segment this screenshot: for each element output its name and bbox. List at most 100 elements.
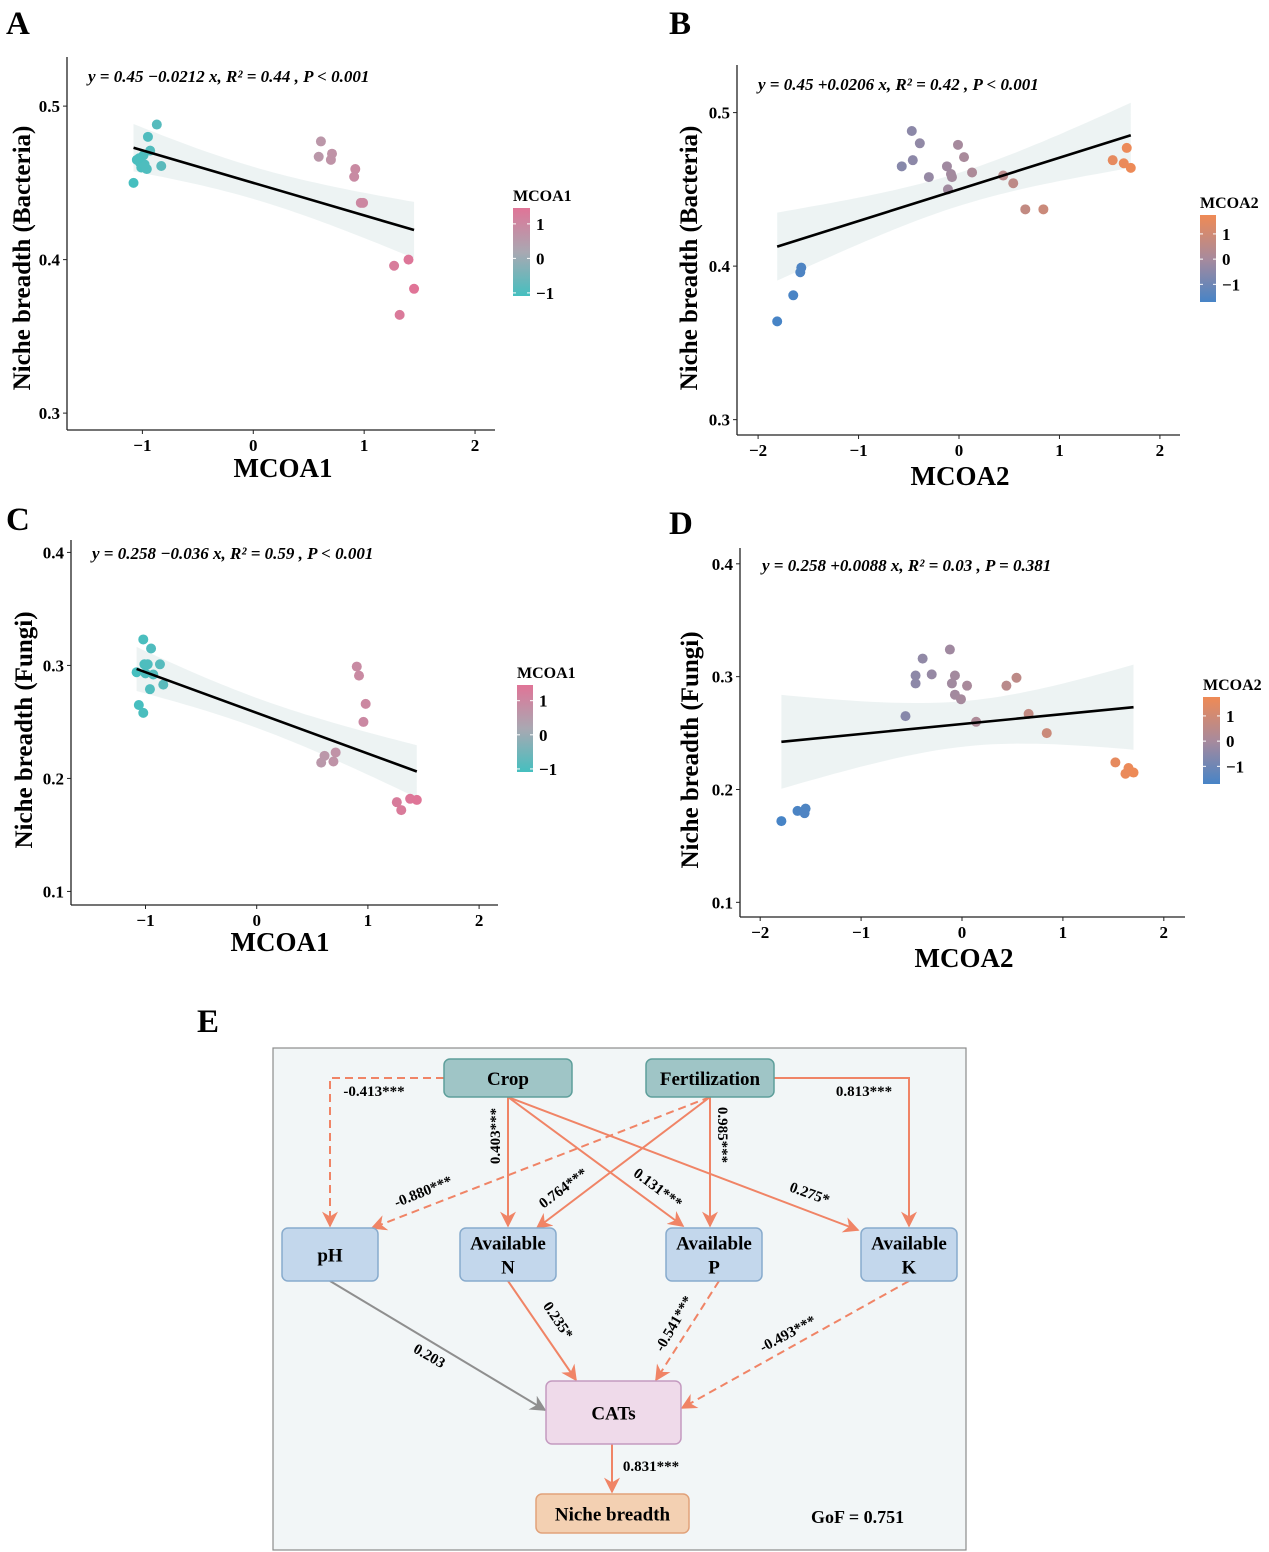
data-point [350, 164, 361, 175]
data-point [146, 643, 157, 654]
path-coefficient: 0.813*** [836, 1084, 892, 1100]
node-label: P [708, 1258, 720, 1279]
node-box [443, 1058, 573, 1098]
node-label: Niche breadth [555, 1505, 671, 1526]
colorbar-label: −1 [536, 284, 554, 303]
path-arrow-fert-to-avn [535, 1096, 711, 1229]
x-tick-label: −1 [852, 923, 870, 942]
node-avk: Available K [860, 1227, 958, 1282]
node-label: K [902, 1258, 917, 1279]
path-arrow-avn-to-cats [507, 1280, 577, 1382]
y-axis-label: Niche breadth (Fungi) [677, 631, 704, 868]
regression-line [776, 134, 1132, 248]
x-tick-label: 2 [1160, 923, 1169, 942]
scatter-panels: −1 0 1 2 0.3 0.4 0.5 y = 0.45 −0.0212 x, R² = 0… [9, 57, 1262, 973]
data-point [158, 679, 169, 690]
confidence-band [133, 124, 415, 259]
data-point [1121, 142, 1132, 153]
data-point [1128, 767, 1139, 778]
y-tick-label: 0.4 [43, 543, 65, 562]
scatter-panel-3: −1 0 1 2 0.1 0.2 0.3 0.4 y = 0.258 −0.036 x, R² … [11, 540, 576, 957]
regression-equation: y = 0.45 +0.0206 x, R² = 0.42 , P < 0.00… [756, 75, 1039, 94]
y-axis-label: Niche breadth (Bacteria) [9, 126, 36, 391]
y-tick-label: 0.3 [712, 668, 733, 687]
data-point [360, 698, 371, 709]
node-box [545, 1380, 682, 1445]
scatter-panel-4: −2 −1 0 1 2 0.1 0.2 0.3 0.4 y = 0.258 +0.0088 x, … [677, 548, 1262, 973]
data-point [772, 316, 783, 327]
data-point [910, 678, 921, 689]
colorbar [1203, 697, 1220, 784]
path-arrow-fert-to-avk [774, 1077, 917, 1228]
panel-letter-c: C [6, 502, 30, 538]
x-tick-label: 2 [471, 436, 480, 455]
data-point [138, 707, 149, 718]
diagram-frame [272, 1047, 967, 1551]
colorbar-label: −1 [1226, 757, 1244, 776]
regression-line [136, 667, 418, 773]
path-arrow-avp-to-cats [655, 1280, 720, 1382]
data-point [133, 699, 144, 710]
y-tick-label: 0.4 [709, 257, 731, 276]
node-box [665, 1227, 763, 1282]
data-point [409, 283, 420, 294]
data-point [358, 197, 369, 208]
data-point [941, 161, 952, 172]
data-point [949, 670, 960, 681]
path-arrow-crop-to-avk [507, 1096, 860, 1233]
data-point [151, 119, 162, 130]
colorbar-label: −1 [1222, 275, 1240, 294]
data-point [1120, 768, 1131, 779]
panel-letter-e: E [197, 1004, 219, 1040]
data-point [328, 756, 339, 767]
colorbar-label: 1 [539, 692, 548, 711]
node-fert: Fertilization [645, 1058, 775, 1098]
node-ph: pH [281, 1227, 379, 1282]
data-point [156, 160, 167, 171]
y-tick-label: 0.4 [712, 555, 734, 574]
data-point [1110, 757, 1121, 768]
x-tick-label: 1 [1059, 923, 1068, 942]
node-label: Available [676, 1234, 752, 1255]
node-box [535, 1493, 690, 1534]
data-point [926, 669, 937, 680]
y-tick-label: 0.3 [39, 404, 60, 423]
y-axis-label: Niche breadth (Bacteria) [676, 126, 703, 391]
data-point [1041, 728, 1052, 739]
data-point [917, 653, 928, 664]
x-tick-label: 0 [249, 436, 258, 455]
regression-equation: y = 0.45 −0.0212 x, R² = 0.44 , P < 0.00… [86, 67, 369, 86]
colorbar [1200, 215, 1216, 302]
panel-letter-b: B [669, 6, 691, 42]
data-point [788, 290, 799, 301]
data-point [1008, 178, 1019, 189]
path-arrow-avk-to-cats [680, 1280, 910, 1409]
x-tick-label: −2 [749, 441, 767, 460]
legend-title: MCOA1 [513, 188, 572, 205]
data-point [1001, 680, 1012, 691]
colorbar-label: 0 [536, 249, 545, 268]
data-point [962, 680, 973, 691]
data-point [389, 260, 400, 271]
colorbar-label: 1 [1222, 225, 1231, 244]
y-tick-label: 0.3 [43, 656, 64, 675]
regression-equation: y = 0.258 +0.0088 x, R² = 0.03 , P = 0.3… [760, 556, 1051, 575]
y-tick-label: 0.3 [709, 411, 730, 430]
data-point [796, 262, 807, 273]
path-coefficient: 0.985*** [714, 1107, 730, 1163]
confidence-band [781, 664, 1134, 789]
data-point [351, 661, 362, 672]
path-arrow-fert-to-ph [370, 1096, 711, 1231]
node-label: CATs [591, 1404, 635, 1425]
x-tick-label: 2 [475, 911, 484, 930]
legend-title: MCOA1 [517, 665, 576, 682]
x-tick-label: −1 [136, 911, 154, 930]
colorbar-label: 0 [539, 726, 548, 745]
path-coefficient: -0.413*** [343, 1084, 404, 1100]
x-tick-label: 0 [958, 923, 967, 942]
y-tick-label: 0.1 [712, 893, 733, 912]
data-point [776, 816, 787, 827]
data-point [144, 684, 155, 695]
x-tick-label: 2 [1156, 441, 1165, 460]
node-label: Fertilization [660, 1069, 761, 1090]
